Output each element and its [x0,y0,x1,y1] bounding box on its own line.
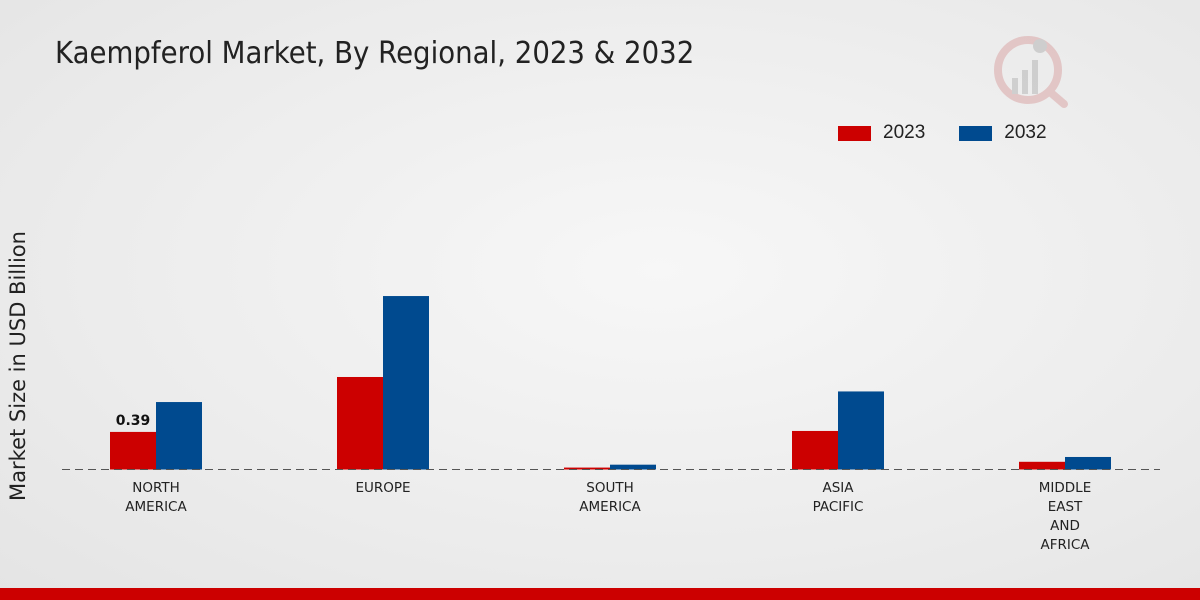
footer-accent-bar [0,588,1200,600]
x-tick-label-4: MIDDLE EAST AND AFRICA [1039,480,1091,553]
x-tick-label-2: SOUTH AMERICA [579,480,641,515]
legend-item-2023: 2023 [838,122,925,144]
labels-layer: NORTH AMERICA EUROPE SOUTH AMERICA ASIA PACIFI… [116,413,1092,553]
bar-2023-1 [337,376,383,470]
legend-item-2032: 2032 [959,122,1047,144]
bar-2032-3 [838,391,884,470]
legend-label-2023: 2023 [883,122,926,143]
bar-2023-4 [1019,461,1065,470]
legend-swatch-2023 [838,125,871,141]
bar-2023-0 [110,431,156,470]
chart-title: Kaempferol Market, By Regional, 2023 & 2… [55,36,695,71]
bar-2032-4 [1065,456,1111,470]
x-tick-label-0: NORTH AMERICA [125,480,187,515]
bar-2023-3 [792,430,838,470]
legend-swatch-2032 [959,125,993,141]
bar-2023-2 [564,467,610,470]
data-label-0: 0.39 [116,413,151,429]
x-tick-label-3: ASIA PACIFIC [813,480,864,515]
watermark-logo-icon [994,36,1068,108]
x-tick-label-1: EUROPE [355,480,410,496]
legend: 2023 2032 [838,122,1081,144]
bar-2032-2 [610,464,656,470]
bar-2032-0 [156,402,202,470]
bar-2032-1 [383,296,429,470]
bars-layer [110,296,1111,470]
legend-label-2032: 2032 [1004,122,1047,143]
